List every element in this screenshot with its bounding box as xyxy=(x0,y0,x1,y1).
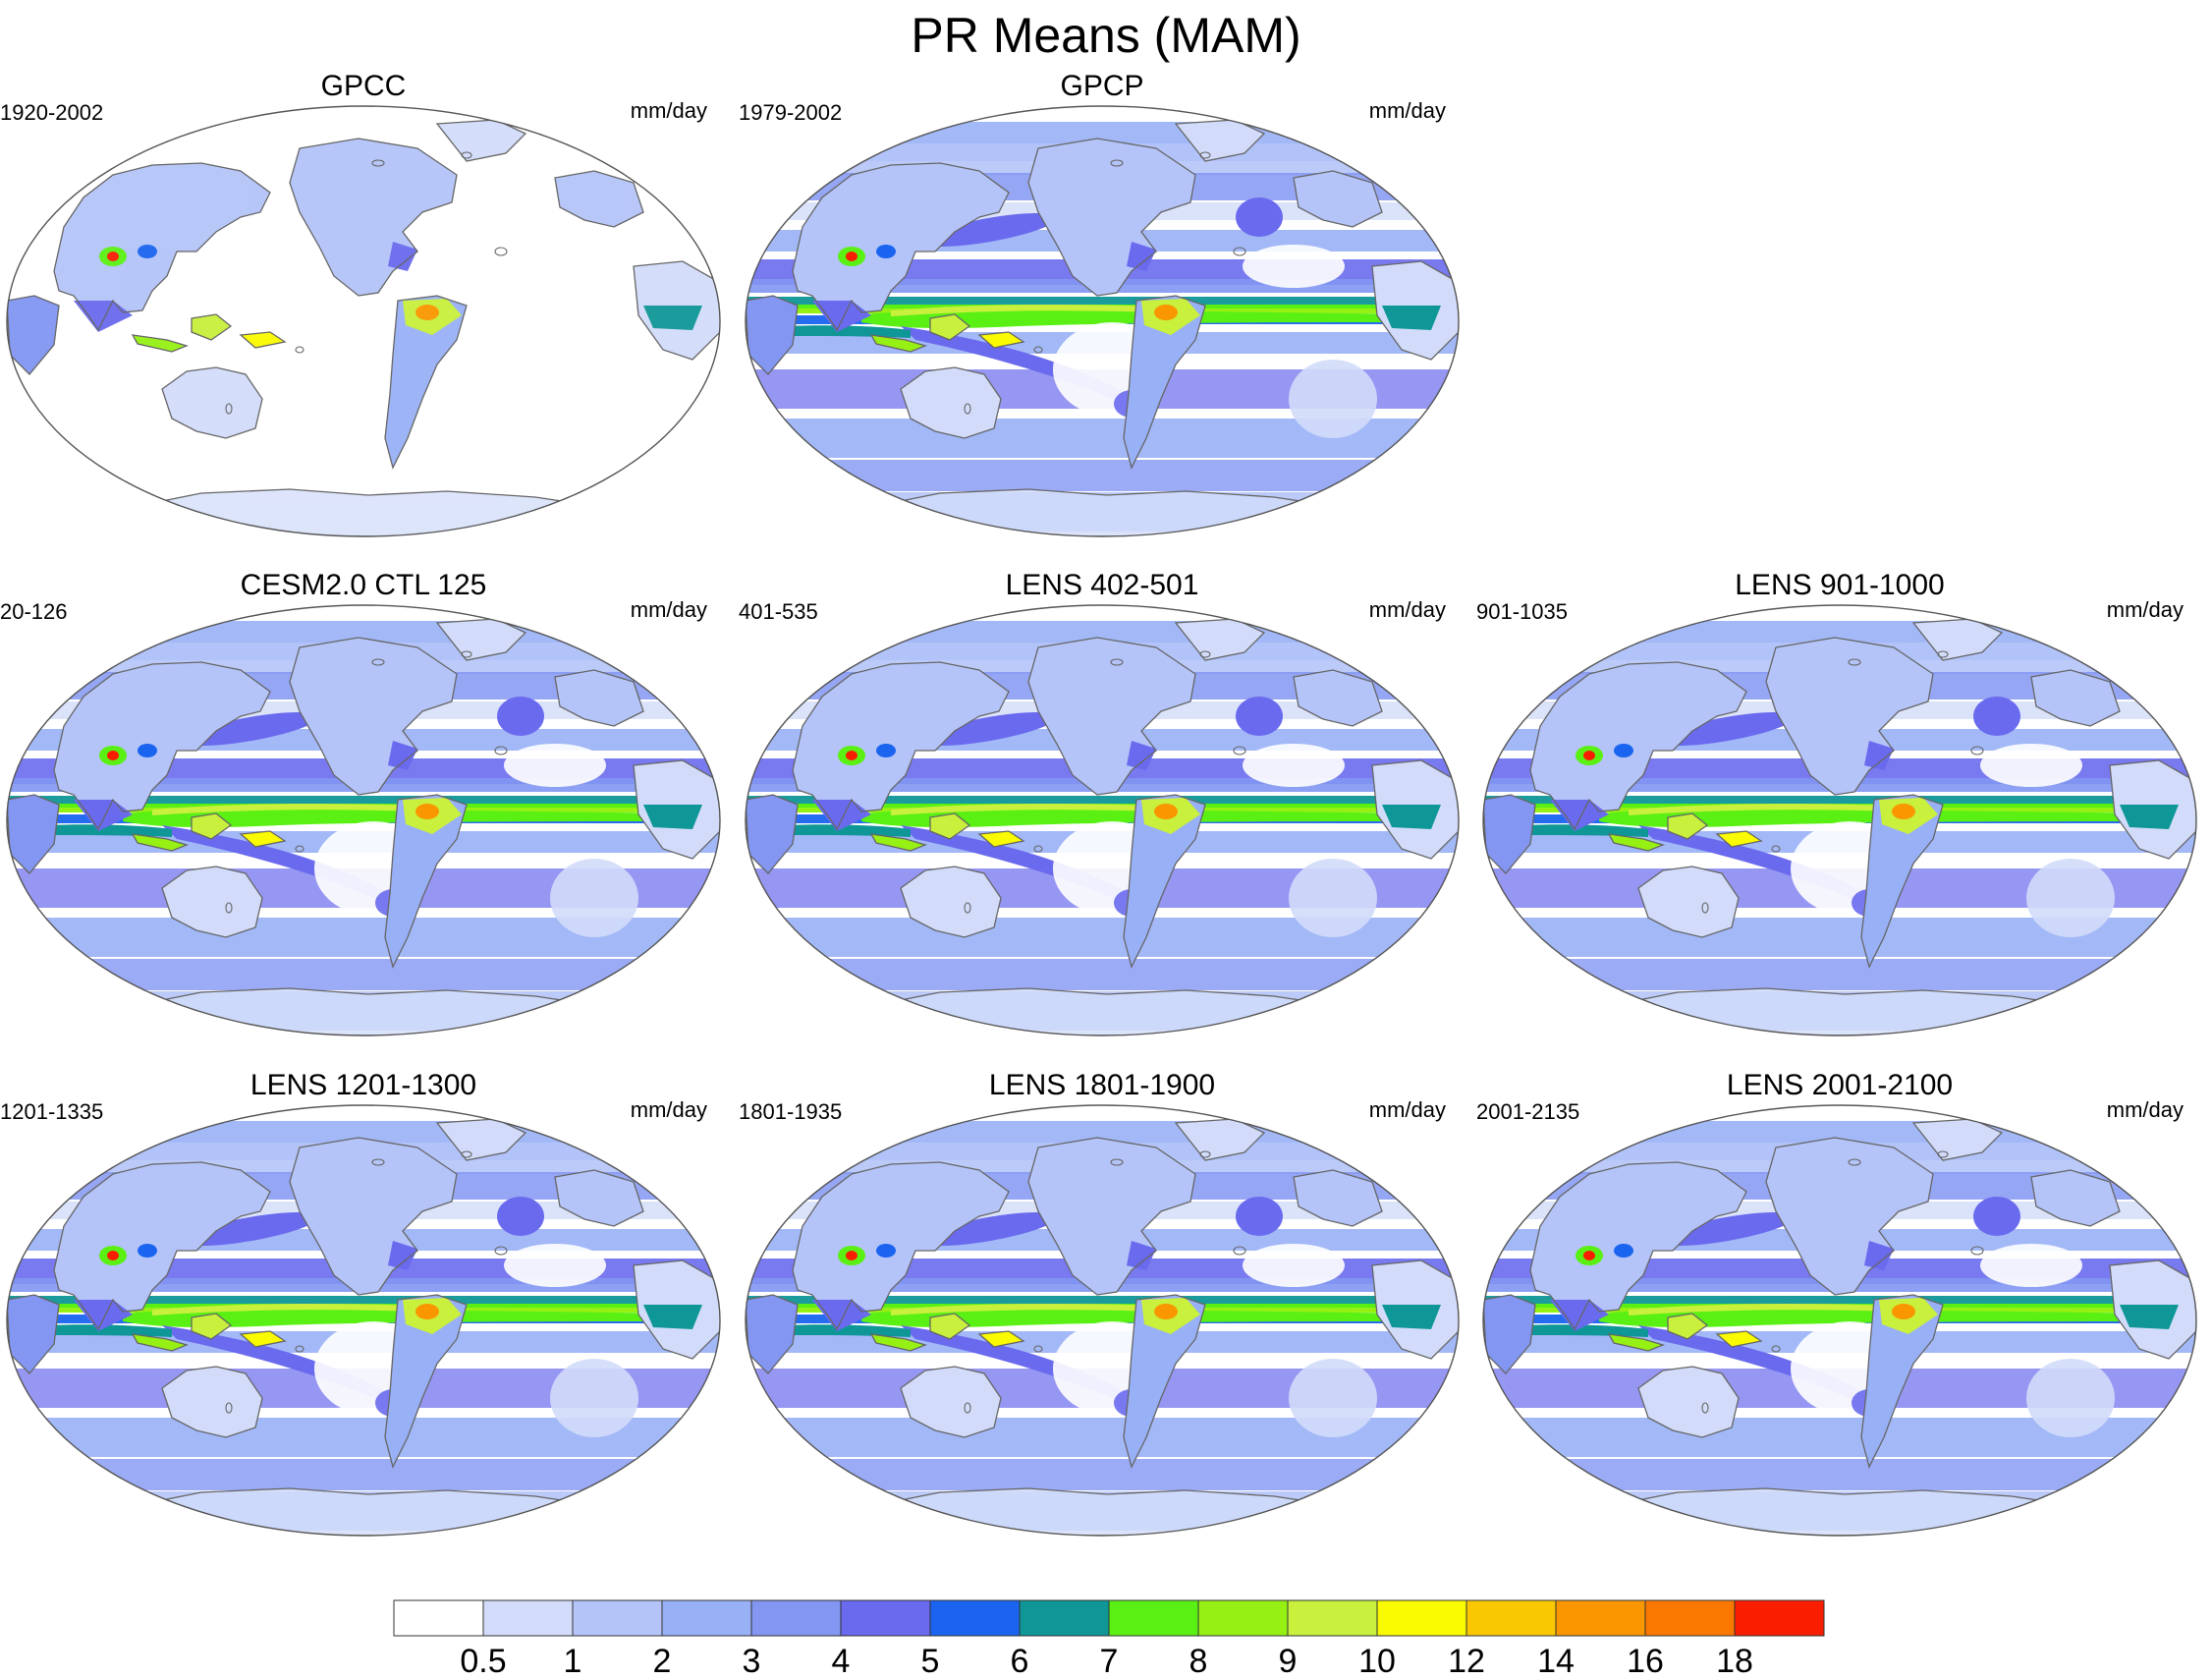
colorbar-level-label: 10 xyxy=(1358,1643,1396,1678)
map-panel: GPCC 1920-2002 mm/day xyxy=(0,69,727,540)
panel-title: GPCP xyxy=(1060,70,1144,102)
colorbar-level-label: 18 xyxy=(1716,1643,1753,1678)
colorbar-swatch xyxy=(1555,1599,1646,1637)
panel-units: mm/day xyxy=(2106,1097,2184,1122)
panel-period: 901-1035 xyxy=(1476,599,1568,624)
colorbar-level-label: 6 xyxy=(1011,1643,1029,1678)
map-panel: CESM2.0 CTL 125 20-126 mm/day xyxy=(0,568,727,1039)
precipitation-map xyxy=(6,604,721,1036)
panel-period: 401-535 xyxy=(739,599,818,624)
colorbar-level-label: 8 xyxy=(1189,1643,1208,1678)
colorbar-level-label: 3 xyxy=(743,1643,761,1678)
panel-title: GPCC xyxy=(320,70,407,102)
colorbar-swatch xyxy=(572,1599,663,1637)
precipitation-map xyxy=(745,105,1460,537)
map-frame xyxy=(745,604,1460,1036)
precipitation-map xyxy=(6,105,721,537)
colorbar-swatch xyxy=(1376,1599,1467,1637)
map-panel: LENS 402-501 401-535 mm/day xyxy=(739,568,1465,1039)
map-frame xyxy=(745,1104,1460,1537)
panel-units: mm/day xyxy=(630,1097,707,1122)
colorbar-level-label: 7 xyxy=(1100,1643,1119,1678)
colorbar-swatch xyxy=(482,1599,574,1637)
panel-units: mm/day xyxy=(1368,597,1446,622)
panel-title: CESM2.0 CTL 125 xyxy=(240,569,487,601)
colorbar-swatch xyxy=(1734,1599,1825,1637)
precipitation-map xyxy=(745,604,1460,1036)
precipitation-map xyxy=(745,1104,1460,1537)
precipitation-map xyxy=(1482,1104,2197,1537)
panel-period: 20-126 xyxy=(0,599,68,624)
panel-period: 1979-2002 xyxy=(739,100,843,125)
panel-title: LENS 2001-2100 xyxy=(1726,1069,1954,1101)
panel-period: 2001-2135 xyxy=(1476,1099,1580,1124)
panel-units: mm/day xyxy=(1368,1097,1446,1122)
panel-title: LENS 1201-1300 xyxy=(249,1069,477,1101)
colorbar: 0.5 1 2 3 4 5 6 7 8 9 10 12 14 16 18 xyxy=(393,1599,1825,1678)
map-panel: LENS 1201-1300 1201-1335 mm/day xyxy=(0,1068,727,1539)
map-frame xyxy=(1482,604,2197,1036)
map-frame xyxy=(745,105,1460,537)
panel-units: mm/day xyxy=(1368,98,1446,123)
panel-units: mm/day xyxy=(630,98,707,123)
panel-period: 1801-1935 xyxy=(739,1099,843,1124)
colorbar-swatch xyxy=(393,1599,484,1637)
colorbar-level-label: 1 xyxy=(564,1643,582,1678)
colorbar-level-label: 9 xyxy=(1279,1643,1298,1678)
map-panel: LENS 2001-2100 2001-2135 mm/day xyxy=(1476,1068,2203,1539)
panel-units: mm/day xyxy=(2106,597,2184,622)
colorbar-swatch xyxy=(1108,1599,1199,1637)
colorbar-swatch xyxy=(750,1599,842,1637)
precipitation-map xyxy=(6,1104,721,1537)
panel-period: 1201-1335 xyxy=(0,1099,104,1124)
colorbar-swatch xyxy=(1287,1599,1378,1637)
map-panel: GPCP 1979-2002 mm/day xyxy=(739,69,1465,540)
colorbar-swatch xyxy=(840,1599,931,1637)
map-frame xyxy=(6,105,721,537)
colorbar-level-label: 12 xyxy=(1448,1643,1485,1678)
panel-period: 1920-2002 xyxy=(0,100,104,125)
colorbar-level-label: 4 xyxy=(832,1643,851,1678)
colorbar-swatch xyxy=(1019,1599,1110,1637)
map-panel: LENS 1801-1900 1801-1935 mm/day xyxy=(739,1068,1465,1539)
map-frame xyxy=(6,1104,721,1537)
panel-title: LENS 402-501 xyxy=(1005,569,1199,601)
colorbar-swatch xyxy=(929,1599,1021,1637)
panel-title: LENS 901-1000 xyxy=(1735,569,1945,601)
colorbar-swatch xyxy=(661,1599,752,1637)
colorbar-level-label: 2 xyxy=(653,1643,672,1678)
colorbar-level-label: 14 xyxy=(1537,1643,1575,1678)
colorbar-swatch xyxy=(1644,1599,1736,1637)
panel-title: LENS 1801-1900 xyxy=(988,1069,1216,1101)
figure-title: PR Means (MAM) xyxy=(911,8,1301,63)
map-frame xyxy=(6,604,721,1036)
map-panel: LENS 901-1000 901-1035 mm/day xyxy=(1476,568,2203,1039)
colorbar-swatch xyxy=(1197,1599,1289,1637)
panel-units: mm/day xyxy=(630,597,707,622)
map-frame xyxy=(1482,1104,2197,1537)
precipitation-map xyxy=(1482,604,2197,1036)
colorbar-level-label: 5 xyxy=(921,1643,940,1678)
colorbar-swatch xyxy=(1465,1599,1557,1637)
colorbar-level-label: 0.5 xyxy=(460,1643,506,1678)
colorbar-level-label: 16 xyxy=(1627,1643,1664,1678)
